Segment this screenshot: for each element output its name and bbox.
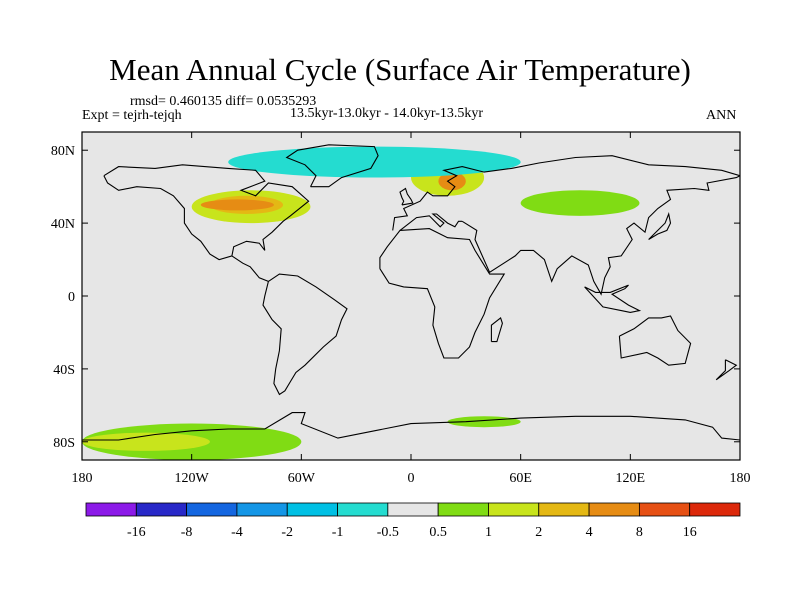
colorbar-swatch: [286, 502, 338, 517]
y-axis: 80N 40N 0 40S 80S: [51, 144, 740, 451]
coast-new-zealand: [715, 359, 738, 381]
coast-north-america: [103, 164, 310, 261]
colorbar-swatch: [85, 502, 137, 517]
colorbar-swatch: [135, 502, 188, 517]
colorbar-swatch: [488, 502, 540, 517]
coast-central-america: [231, 255, 269, 282]
period-label: 13.5kyr-13.0kyr - 14.0kyr-13.5kyr: [290, 106, 484, 121]
x-tick-label: 60E: [509, 471, 532, 486]
chart-title: Mean Annual Cycle (Surface Air Temperatu…: [109, 52, 691, 87]
colorbar-label: 2: [535, 525, 542, 540]
coast-south-america: [262, 273, 348, 396]
anomaly-regions: [82, 146, 640, 460]
coast-japan: [648, 212, 672, 240]
x-tick-label: 180: [72, 471, 93, 486]
coast-asia-south: [461, 175, 740, 296]
colorbar-label: 1: [485, 525, 492, 540]
coast-greenland: [285, 144, 379, 188]
colorbar-label: -4: [231, 525, 243, 540]
colorbar-swatch: [236, 502, 288, 517]
colorbar-label: -16: [127, 525, 146, 540]
colorbar-swatch: [689, 502, 741, 517]
colorbar-swatch: [186, 502, 238, 517]
colorbar-swatch: [538, 502, 590, 517]
colorbar-swatch: [337, 502, 389, 517]
colorbar-swatch: [387, 502, 439, 517]
coast-uk: [399, 187, 414, 206]
x-tick-label: 0: [408, 471, 415, 486]
x-tick-label: 120E: [616, 471, 646, 486]
colorbar: -16 -8 -4 -2 -1 -0.5 0.5 1 2 4 8 16: [85, 502, 741, 540]
y-tick-label: 40N: [51, 217, 75, 232]
colorbar-label: 4: [586, 525, 593, 540]
colorbar-label: 0.5: [429, 525, 447, 540]
coastlines: [82, 144, 740, 441]
colorbar-swatch: [437, 502, 489, 517]
stats-text: rmsd= 0.460135 diff= 0.0535293: [130, 94, 317, 109]
y-tick-label: 40S: [53, 363, 75, 378]
colorbar-label: -8: [181, 525, 193, 540]
region-north-america-hot-spots: [200, 199, 274, 211]
colorbar-label: 16: [683, 525, 697, 540]
colorbar-label: -0.5: [377, 525, 399, 540]
coast-eurasia: [392, 155, 740, 231]
coast-madagascar: [490, 316, 503, 343]
y-tick-label: 0: [68, 290, 75, 305]
experiment-label: Expt = tejrh-tejqh: [82, 108, 182, 123]
coast-indonesia: [584, 284, 642, 313]
y-tick-label: 80N: [51, 144, 75, 159]
region-siberia-warm-band: [520, 190, 640, 216]
colorbar-swatch: [638, 502, 691, 517]
region-scandinavia-core: [438, 172, 466, 191]
colorbar-label: -2: [281, 525, 293, 540]
x-tick-label: 60W: [288, 471, 316, 486]
season-label: ANN: [706, 108, 737, 123]
region-antarctic-warm-core: [82, 432, 210, 451]
coast-africa: [379, 228, 506, 359]
colorbar-label: 8: [636, 525, 643, 540]
x-tick-label: 180: [730, 471, 751, 486]
colorbar-label: -1: [332, 525, 344, 540]
coast-europe-med: [399, 213, 463, 231]
coast-antarctica: [82, 412, 740, 441]
x-axis: 180 120W 60W 0 60E 120E 180: [72, 132, 751, 486]
colorbar-swatch: [588, 502, 640, 517]
coast-australia: [618, 315, 692, 366]
y-tick-label: 80S: [53, 436, 75, 451]
plot-background: [82, 132, 740, 460]
x-tick-label: 120W: [175, 471, 210, 486]
